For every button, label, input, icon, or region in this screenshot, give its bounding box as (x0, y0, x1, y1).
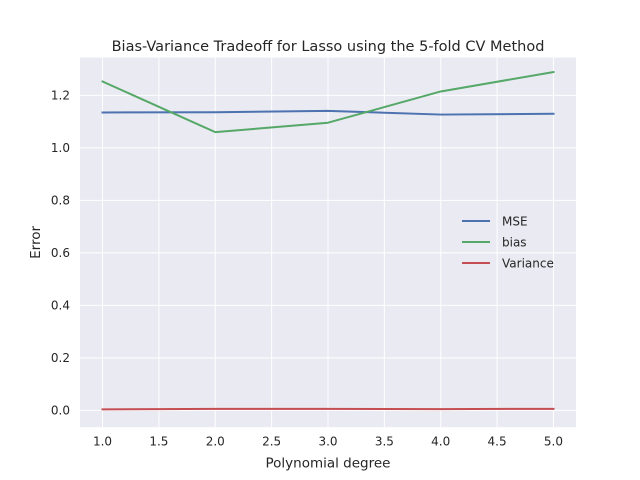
series-lines (101, 70, 555, 411)
x-tick-label: 1.0 (93, 435, 112, 449)
legend-label: bias (502, 235, 527, 249)
gridlines (80, 57, 576, 428)
legend: MSE bias Variance (462, 214, 554, 270)
series-line-mse (101, 109, 555, 116)
y-tick-label: 0.4 (51, 299, 70, 313)
legend-label: Variance (502, 256, 554, 270)
series-line-variance (101, 407, 555, 411)
x-tick-labels: 1.0 1.5 2.0 2.5 3.0 3.5 4.0 4.5 5.0 (93, 435, 563, 449)
x-tick-label: 2.5 (262, 435, 281, 449)
y-tick-label: 1.2 (51, 89, 70, 103)
x-tick-label: 4.0 (431, 435, 450, 449)
x-tick-label: 3.5 (375, 435, 394, 449)
y-tick-label: 0.6 (51, 246, 70, 260)
x-tick-label: 1.5 (149, 435, 168, 449)
x-tick-label: 4.5 (488, 435, 507, 449)
x-tick-label: 3.0 (318, 435, 337, 449)
series-line-bias (101, 70, 555, 134)
x-axis-label: Polynomial degree (265, 456, 390, 472)
y-axis-label: Error (28, 225, 44, 258)
y-tick-label: 1.0 (51, 141, 70, 155)
x-tick-label: 5.0 (544, 435, 563, 449)
legend-label: MSE (502, 214, 528, 228)
chart-title: Bias-Variance Tradeoff for Lasso using t… (112, 39, 545, 55)
y-tick-label: 0.0 (51, 404, 70, 418)
y-tick-label: 0.2 (51, 351, 70, 365)
y-tick-label: 0.8 (51, 194, 70, 208)
y-tick-labels: 0.0 0.2 0.4 0.6 0.8 1.0 1.2 (51, 89, 70, 418)
x-tick-label: 2.0 (206, 435, 225, 449)
